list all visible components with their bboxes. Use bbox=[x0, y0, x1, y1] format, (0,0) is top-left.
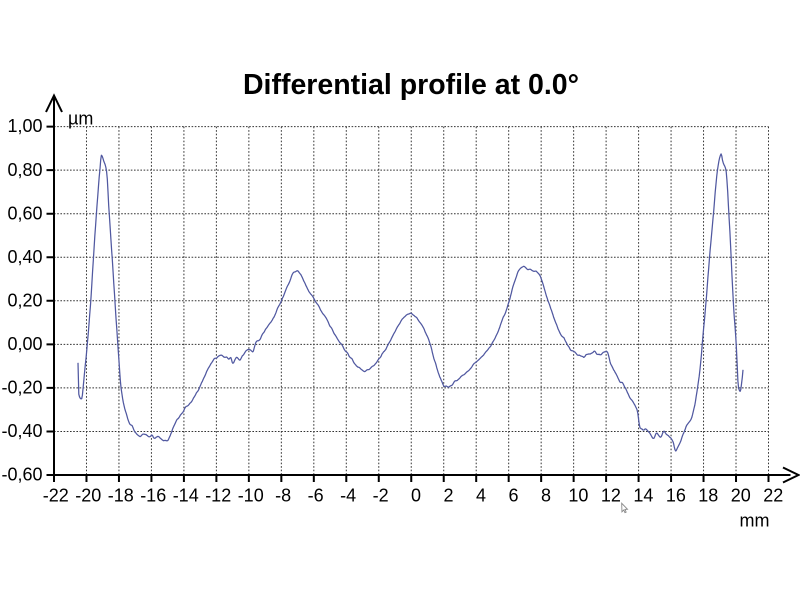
svg-text:-4: -4 bbox=[340, 486, 356, 506]
svg-text:µm: µm bbox=[68, 109, 93, 129]
svg-text:-0,40: -0,40 bbox=[1, 421, 42, 441]
svg-text:-18: -18 bbox=[108, 486, 134, 506]
svg-text:1,00: 1,00 bbox=[7, 116, 42, 136]
svg-text:0,40: 0,40 bbox=[7, 247, 42, 267]
svg-text:-16: -16 bbox=[140, 486, 166, 506]
svg-text:10: 10 bbox=[568, 486, 588, 506]
svg-text:-14: -14 bbox=[173, 486, 199, 506]
svg-text:-2: -2 bbox=[373, 486, 389, 506]
svg-text:8: 8 bbox=[541, 486, 551, 506]
svg-text:0,60: 0,60 bbox=[7, 203, 42, 223]
svg-text:Differential profile at 0.0°: Differential profile at 0.0° bbox=[243, 69, 579, 101]
svg-text:6: 6 bbox=[508, 486, 518, 506]
svg-text:22: 22 bbox=[763, 486, 783, 506]
svg-text:-10: -10 bbox=[238, 486, 264, 506]
svg-text:16: 16 bbox=[666, 486, 686, 506]
svg-text:0,80: 0,80 bbox=[7, 160, 42, 180]
svg-text:-12: -12 bbox=[205, 486, 231, 506]
svg-text:-20: -20 bbox=[75, 486, 101, 506]
svg-text:-8: -8 bbox=[275, 486, 291, 506]
svg-text:mm: mm bbox=[740, 511, 770, 531]
svg-text:0,20: 0,20 bbox=[7, 290, 42, 310]
svg-text:4: 4 bbox=[476, 486, 486, 506]
svg-text:2: 2 bbox=[443, 486, 453, 506]
svg-text:-22: -22 bbox=[43, 486, 69, 506]
svg-text:20: 20 bbox=[731, 486, 751, 506]
svg-text:14: 14 bbox=[633, 486, 653, 506]
svg-text:0,00: 0,00 bbox=[7, 334, 42, 354]
svg-text:-6: -6 bbox=[308, 486, 324, 506]
svg-text:12: 12 bbox=[601, 486, 621, 506]
svg-text:-0,20: -0,20 bbox=[1, 378, 42, 398]
svg-text:-0,60: -0,60 bbox=[1, 465, 42, 485]
svg-text:0: 0 bbox=[411, 486, 421, 506]
svg-text:18: 18 bbox=[698, 486, 718, 506]
